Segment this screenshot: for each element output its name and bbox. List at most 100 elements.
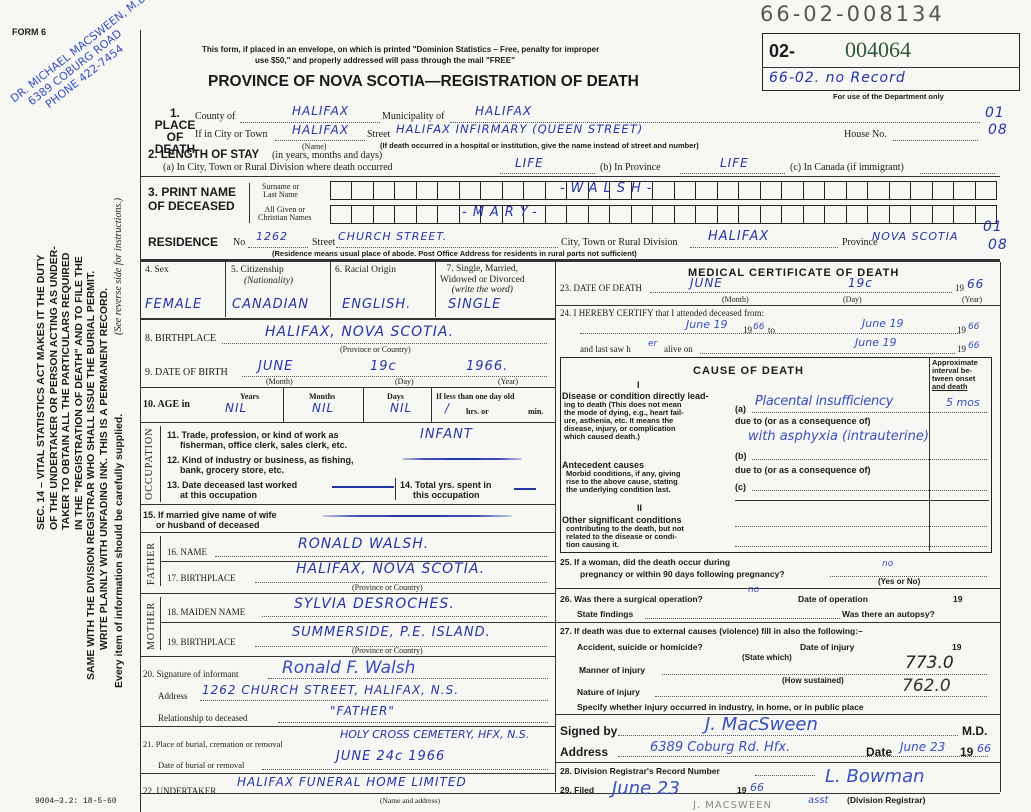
letter-box[interactable] — [933, 206, 955, 223]
letter-box[interactable] — [438, 206, 460, 223]
given-names-boxes[interactable] — [330, 205, 997, 224]
letter-box[interactable] — [610, 182, 632, 199]
letter-box[interactable] — [374, 182, 396, 199]
divider — [555, 588, 1000, 589]
cause-title: CAUSE OF DEATH — [693, 365, 804, 377]
q15-label: 15. If married give name of wife or husba… — [143, 510, 277, 530]
letter-box[interactable] — [653, 206, 675, 223]
county-label: County of — [195, 111, 236, 122]
letter-box[interactable] — [847, 206, 869, 223]
letter-box[interactable] — [911, 182, 933, 199]
leader — [893, 140, 978, 141]
letter-box[interactable] — [890, 182, 912, 199]
notice-line-2: use $50," and properly addressed will pa… — [255, 56, 515, 65]
direct-cause-desc: ing to death (This does not mean the mode… — [564, 401, 684, 441]
letter-box[interactable] — [933, 182, 955, 199]
birthplace-label: 8. BIRTHPLACE — [145, 333, 217, 344]
letter-box[interactable] — [610, 206, 632, 223]
dod-year-caption: (Year) — [962, 295, 983, 304]
letter-box[interactable] — [718, 182, 740, 199]
letter-box[interactable] — [761, 206, 783, 223]
letter-box[interactable] — [481, 182, 503, 199]
letter-box[interactable] — [804, 182, 826, 199]
letter-box[interactable] — [718, 206, 740, 223]
letter-box[interactable] — [481, 206, 503, 223]
q13-label: 13. Date deceased last worked at this occ… — [167, 480, 297, 500]
label-line: at this occupation — [180, 490, 258, 500]
divider — [140, 176, 1000, 177]
letter-box[interactable] — [911, 206, 933, 223]
letter-box[interactable] — [374, 206, 396, 223]
letter-box[interactable] — [567, 182, 589, 199]
dod-month-caption: (Month) — [722, 295, 749, 304]
surname-boxes[interactable] — [330, 181, 997, 200]
note-line: DR. MICHAEL MACSWEEN, M.D. — [8, 0, 152, 106]
blank-dash — [402, 458, 522, 460]
q27-label: 27. If death was due to external causes … — [560, 626, 863, 636]
residence-code-1: 01 — [983, 219, 1003, 235]
letter-box[interactable] — [524, 182, 546, 199]
letter-box[interactable] — [954, 182, 976, 199]
label-line: Last Name — [263, 190, 298, 199]
letter-box[interactable] — [460, 206, 482, 223]
undertaker-label: 22. UNDERTAKER — [143, 786, 217, 796]
letter-box[interactable] — [331, 206, 353, 223]
letter-box[interactable] — [546, 182, 568, 199]
letter-box[interactable] — [847, 182, 869, 199]
letter-box[interactable] — [696, 206, 718, 223]
q29-label: 29. Filed — [560, 785, 595, 795]
letter-box[interactable] — [524, 206, 546, 223]
letter-box[interactable] — [438, 182, 460, 199]
letter-box[interactable] — [546, 206, 568, 223]
letter-box[interactable] — [675, 206, 697, 223]
letter-box[interactable] — [739, 206, 761, 223]
letter-box[interactable] — [825, 206, 847, 223]
letter-box[interactable] — [868, 182, 890, 199]
letter-box[interactable] — [417, 206, 439, 223]
letter-box[interactable] — [395, 182, 417, 199]
cause-b-label: (b) — [735, 451, 747, 461]
md-label: M.D. — [962, 724, 988, 738]
letter-box[interactable] — [503, 206, 525, 223]
letter-box[interactable] — [696, 182, 718, 199]
letter-box[interactable] — [675, 182, 697, 199]
informant-signature: Ronald F. Walsh — [282, 658, 416, 678]
signed-by-label: Signed by — [560, 724, 618, 738]
letter-box[interactable] — [976, 182, 996, 199]
divider — [140, 593, 555, 594]
residence-label: RESIDENCE — [148, 235, 219, 249]
letter-box[interactable] — [954, 206, 976, 223]
letter-box[interactable] — [632, 206, 654, 223]
letter-box[interactable] — [782, 182, 804, 199]
letter-box[interactable] — [352, 206, 374, 223]
letter-box[interactable] — [567, 206, 589, 223]
divider — [555, 622, 1000, 623]
letter-box[interactable] — [825, 182, 847, 199]
letter-box[interactable] — [395, 206, 417, 223]
dob-day: 19c — [370, 359, 397, 374]
letter-box[interactable] — [653, 182, 675, 199]
letter-box[interactable] — [589, 206, 611, 223]
letter-box[interactable] — [331, 182, 353, 199]
certify-label: 24. I HEREBY CERTIFY that I attended dec… — [560, 308, 764, 318]
letter-box[interactable] — [352, 182, 374, 199]
letter-box[interactable] — [739, 182, 761, 199]
interval-header: Approximate interval be-tween onset and de… — [932, 359, 978, 391]
letter-box[interactable] — [782, 206, 804, 223]
cause-a-interval: 5 mos — [946, 396, 980, 409]
page-title: PROVINCE OF NOVA SCOTIA—REGISTRATION OF … — [208, 73, 639, 90]
letter-box[interactable] — [589, 182, 611, 199]
leader — [755, 775, 815, 776]
letter-box[interactable] — [804, 206, 826, 223]
letter-box[interactable] — [632, 182, 654, 199]
date-of-death-label: 23. DATE OF DEATH — [560, 283, 642, 293]
letter-box[interactable] — [503, 182, 525, 199]
letter-box[interactable] — [761, 182, 783, 199]
letter-box[interactable] — [868, 206, 890, 223]
letter-box[interactable] — [460, 182, 482, 199]
divider — [140, 656, 555, 657]
letter-box[interactable] — [890, 206, 912, 223]
letter-box[interactable] — [417, 182, 439, 199]
dept-number: 004064 — [845, 37, 911, 62]
label-line: 13. Date deceased last worked — [167, 480, 298, 490]
